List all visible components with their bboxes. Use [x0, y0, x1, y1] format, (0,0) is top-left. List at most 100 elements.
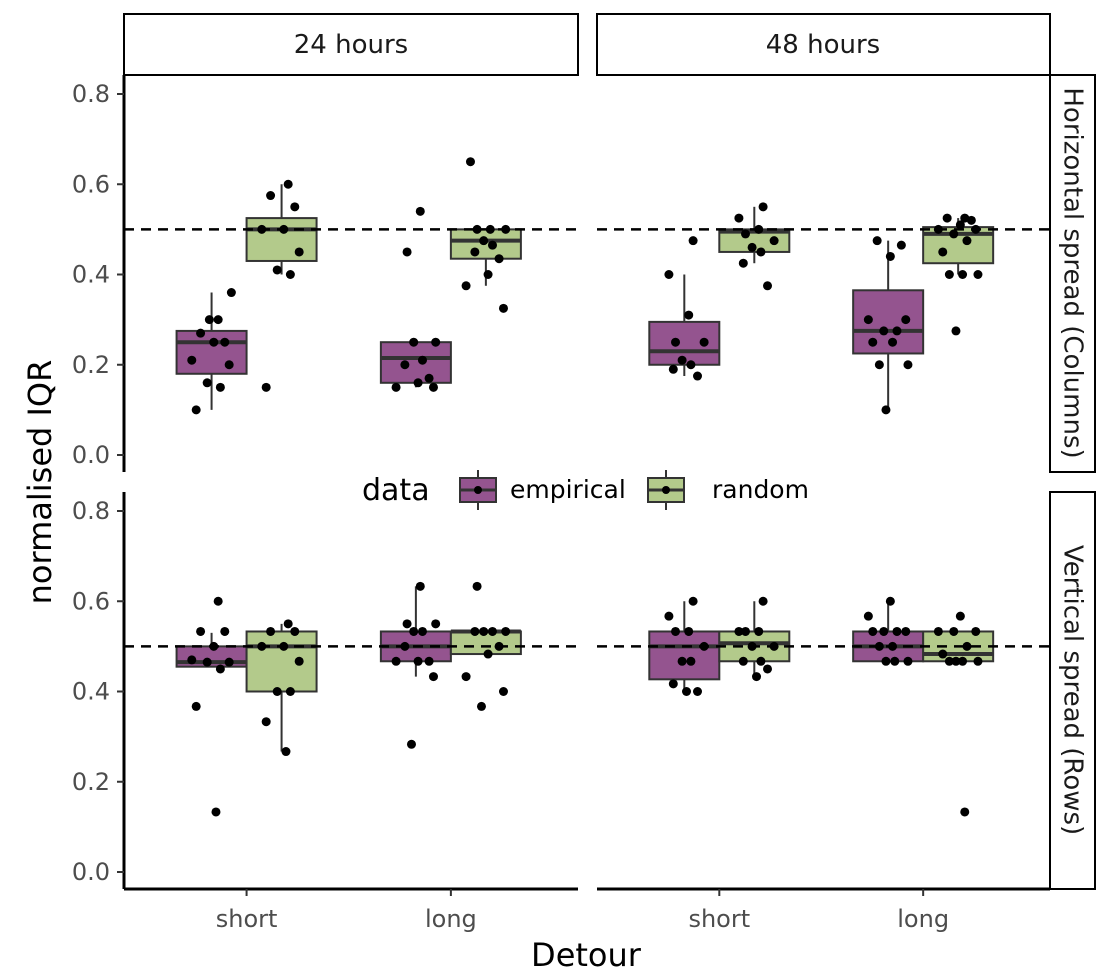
data-point [461, 672, 471, 682]
data-point [684, 310, 694, 320]
strip-vertical-spread [1049, 491, 1096, 890]
data-point [391, 382, 401, 392]
data-point [294, 247, 304, 257]
data-point [671, 337, 681, 347]
data-point [202, 378, 212, 388]
data-point [487, 626, 497, 636]
y-tick-label: 0.4 [72, 678, 110, 706]
box-empirical [852, 289, 925, 355]
data-point [494, 254, 504, 264]
data-point [738, 258, 748, 268]
data-point [903, 360, 913, 370]
data-point [741, 229, 751, 239]
data-point [949, 626, 959, 636]
strip-horizontal-spread [1049, 74, 1096, 473]
x-tick-label: short [688, 905, 750, 933]
data-point [281, 747, 291, 757]
data-point [417, 355, 427, 365]
data-point [769, 236, 779, 246]
data-point [483, 649, 493, 659]
data-point [487, 240, 497, 250]
strip-48-hours [596, 13, 1051, 76]
data-point [938, 247, 948, 257]
data-point [868, 626, 878, 636]
data-point [734, 626, 744, 636]
data-point [973, 656, 983, 666]
legend-label-empirical: empirical [510, 475, 626, 504]
data-point [215, 664, 225, 674]
data-point [402, 619, 412, 629]
y-tick-label: 0.2 [72, 351, 110, 379]
data-point [226, 288, 236, 298]
data-point [285, 270, 295, 279]
data-point [424, 656, 434, 666]
strip-label-24-hours: 24 hours [294, 30, 408, 60]
data-point [881, 405, 891, 415]
data-point [213, 596, 223, 606]
x-tick-label: long [897, 905, 949, 933]
data-point [220, 626, 230, 636]
data-point [896, 240, 906, 250]
data-point [686, 656, 696, 666]
data-point [874, 360, 884, 370]
data-point [677, 656, 687, 666]
data-point [211, 807, 221, 817]
data-point [501, 626, 511, 636]
data-point [668, 364, 678, 374]
y-tick-label: 0.0 [72, 441, 110, 469]
data-point [756, 247, 766, 257]
data-point [693, 371, 703, 381]
strip-label-48-hours: 48 hours [766, 30, 880, 60]
data-point [951, 326, 961, 336]
y-tick-label: 0.0 [72, 858, 110, 886]
box-random [245, 630, 318, 693]
x-axis-title: Detour [531, 936, 642, 971]
data-point [758, 202, 768, 212]
data-point [874, 641, 884, 651]
data-point [415, 206, 425, 216]
data-point [224, 360, 234, 370]
data-point [754, 626, 764, 636]
data-point [688, 596, 698, 606]
data-point [290, 626, 300, 636]
data-point [476, 701, 486, 711]
data-point [960, 807, 970, 817]
legend-key-random [647, 470, 685, 510]
data-point [688, 236, 698, 246]
y-tick-label: 0.6 [72, 587, 110, 615]
data-point [872, 236, 882, 246]
data-point [431, 619, 441, 629]
data-point [962, 641, 972, 651]
data-point [933, 626, 943, 636]
data-point [901, 626, 911, 636]
data-point [196, 328, 206, 338]
data-point [863, 315, 873, 325]
data-point [671, 626, 681, 636]
y-tick-label: 0.2 [72, 768, 110, 796]
data-point [290, 202, 300, 212]
data-point [209, 337, 219, 347]
data-point [261, 717, 271, 727]
data-point [879, 326, 889, 336]
data-point [400, 360, 410, 370]
data-point [741, 626, 751, 636]
y-axis-title: normalised IQR [21, 360, 59, 605]
data-point [479, 626, 489, 636]
data-point [406, 739, 416, 749]
data-point [472, 581, 482, 591]
data-point [294, 656, 304, 666]
data-point [684, 626, 694, 636]
data-point [863, 611, 873, 621]
data-point [944, 270, 954, 279]
data-point [955, 220, 965, 230]
data-point [498, 303, 508, 313]
data-point [971, 626, 981, 636]
data-point [266, 626, 276, 636]
data-point [409, 626, 419, 636]
data-point [944, 656, 954, 666]
data-point [901, 315, 911, 325]
data-point [224, 657, 234, 667]
data-point [465, 157, 475, 167]
data-point [283, 619, 293, 629]
